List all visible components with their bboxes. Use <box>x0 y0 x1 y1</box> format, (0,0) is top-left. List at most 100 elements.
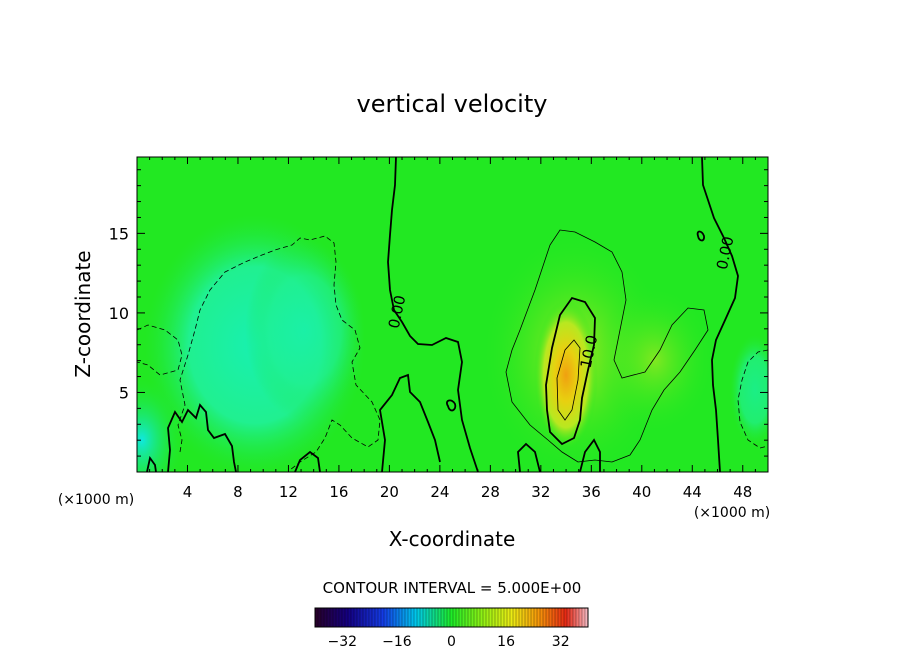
colorbar-cell <box>528 608 531 627</box>
colorbar-cell <box>375 608 378 627</box>
colorbar-cell <box>396 608 399 627</box>
colorbar-cell <box>318 608 321 627</box>
colorbar-cell <box>468 608 471 627</box>
colorbar-frame <box>314 607 589 628</box>
x-tick-label: 4 <box>183 483 193 501</box>
y-tick-label: 10 <box>109 304 129 323</box>
colorbar-cell <box>432 608 435 627</box>
colorbar-tick-label: −16 <box>382 634 412 650</box>
x-tick-label: 20 <box>380 483 399 501</box>
colorbar-cell <box>444 608 447 627</box>
contour-minus5 <box>177 235 381 471</box>
contour-plus5 <box>505 229 709 463</box>
colorbar-cell <box>324 608 327 627</box>
colorbar-cell <box>546 608 549 627</box>
contour-minus5 <box>137 324 183 376</box>
colorbar-cell <box>351 608 354 627</box>
colorbar-cell <box>315 608 318 627</box>
colorbar-cell <box>426 608 429 627</box>
contour-lines <box>137 157 768 472</box>
colorbar-tick-label: 0 <box>447 634 456 650</box>
y-axis-label: Z-coordinate <box>71 250 95 377</box>
colorbar-cell <box>549 608 552 627</box>
colorbar-tick-label: 16 <box>497 634 515 650</box>
colorbar-cell <box>321 608 324 627</box>
x-tick-label: 12 <box>279 483 298 501</box>
colorbar-cell <box>417 608 420 627</box>
colorbar-cell <box>459 608 462 627</box>
colorbar-cell <box>489 608 492 627</box>
x-tick-label: 40 <box>632 483 651 501</box>
downdraft-region <box>137 380 182 472</box>
x-tick-label: 32 <box>531 483 550 501</box>
colorbar-cell <box>357 608 360 627</box>
colorbar-cell <box>411 608 414 627</box>
colorbar-cell <box>543 608 546 627</box>
colorbar-cell <box>483 608 486 627</box>
x-unit-label: (×1000 m) <box>694 505 770 521</box>
colorbar-cell <box>477 608 480 627</box>
colorbar-cell <box>567 608 570 627</box>
colorbar-cell <box>498 608 501 627</box>
contour-zero <box>517 442 541 472</box>
colorbar-tick-label: 32 <box>552 634 570 650</box>
colorbar-cell <box>339 608 342 627</box>
y-tick-label: 15 <box>109 224 129 243</box>
colorbar-cell <box>366 608 369 627</box>
y-unit-label: (×1000 m) <box>58 492 134 508</box>
colorbar-cell <box>450 608 453 627</box>
colorbar-cell <box>552 608 555 627</box>
colorbar-cell <box>570 608 573 627</box>
colorbar-cell <box>399 608 402 627</box>
colorbar-cell <box>378 608 381 627</box>
contour-zero <box>387 157 479 472</box>
updraft-core <box>534 300 598 450</box>
y-tick-label: 5 <box>119 383 129 402</box>
x-tick-label: 28 <box>481 483 500 501</box>
colorbar-cell <box>486 608 489 627</box>
colorbar-cell <box>513 608 516 627</box>
colorbar-cell <box>576 608 579 627</box>
colorbar-cell <box>507 608 510 627</box>
colorbar-cell <box>474 608 477 627</box>
y-tick-group: 5 10 15 <box>109 169 768 457</box>
x-tick-label: 48 <box>733 483 752 501</box>
colorbar-tick-group: −32 −16 0 16 32 <box>328 634 570 650</box>
downdraft-region <box>730 335 768 445</box>
contour-zero <box>146 455 157 472</box>
colorbar-cell <box>510 608 513 627</box>
colorbar-cell <box>327 608 330 627</box>
colorbar-cell <box>519 608 522 627</box>
colorbar-cell <box>447 608 450 627</box>
contour-zero <box>294 450 321 472</box>
x-tick-label: 36 <box>582 483 601 501</box>
contour-zero <box>167 403 237 472</box>
colorbar-cell <box>504 608 507 627</box>
x-tick-group: 4 8 12 16 20 24 28 32 36 40 44 48 <box>149 157 756 501</box>
colorbar-cell <box>393 608 396 627</box>
downdraft-region <box>245 240 365 420</box>
x-tick-label: 8 <box>233 483 243 501</box>
colorbar-cell <box>531 608 534 627</box>
colorbar-cell <box>420 608 423 627</box>
colorbar-cell <box>354 608 357 627</box>
contour-interval-label: CONTOUR INTERVAL = 5.000E+00 <box>323 579 582 597</box>
colorbar-cell <box>435 608 438 627</box>
colorbar-cell <box>441 608 444 627</box>
updraft-region <box>595 285 715 435</box>
colorbar-cell <box>381 608 384 627</box>
colorbar-cell <box>342 608 345 627</box>
colorbar-cell <box>465 608 468 627</box>
colorbar-cell <box>537 608 540 627</box>
x-tick-label: 16 <box>329 483 348 501</box>
colorbar-cell <box>564 608 567 627</box>
colorbar-cell <box>534 608 537 627</box>
colorbar-cell <box>501 608 504 627</box>
colorbar-cell <box>438 608 441 627</box>
colorbar-cell <box>360 608 363 627</box>
colorbar-cell <box>573 608 576 627</box>
field-shading <box>137 215 768 472</box>
colorbar-cell <box>390 608 393 627</box>
x-tick-label: 24 <box>430 483 449 501</box>
